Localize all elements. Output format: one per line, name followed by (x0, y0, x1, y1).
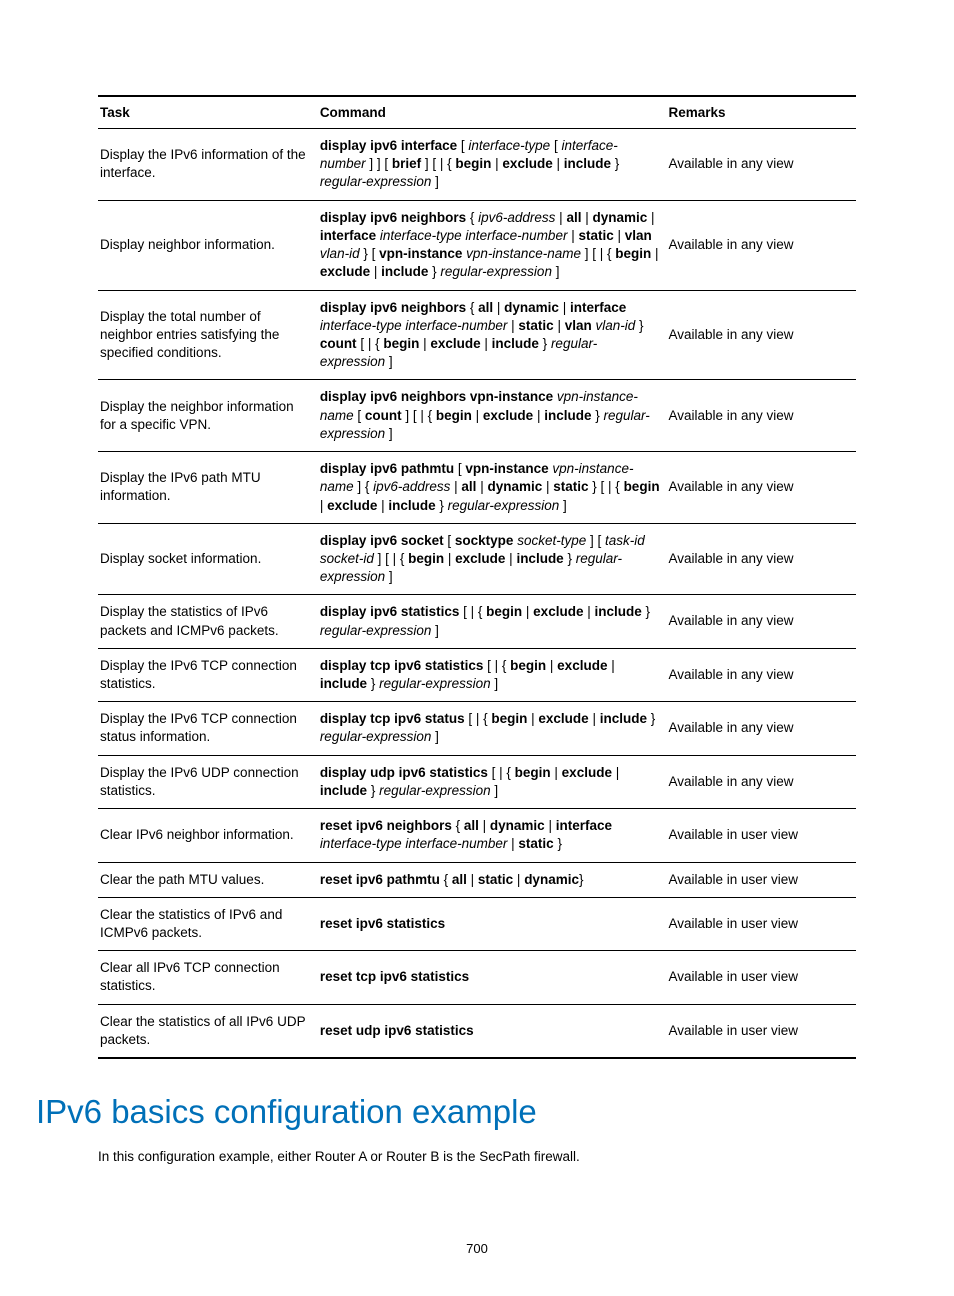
body-paragraph: In this configuration example, either Ro… (98, 1149, 856, 1164)
table-row: Display the neighbor information for a s… (98, 380, 856, 452)
command-table: Task Command Remarks Display the IPv6 in… (98, 95, 856, 1059)
cell-task: Display the statistics of IPv6 packets a… (98, 595, 318, 648)
cell-command: reset ipv6 statistics (318, 897, 667, 950)
cell-remarks: Available in any view (666, 595, 856, 648)
cell-remarks: Available in user view (666, 1004, 856, 1058)
cell-command: reset ipv6 neighbors { all | dynamic | i… (318, 809, 667, 862)
header-command: Command (318, 96, 667, 129)
table-row: Display the IPv6 path MTU information.di… (98, 452, 856, 524)
cell-command: reset tcp ipv6 statistics (318, 951, 667, 1004)
cell-command: display ipv6 pathmtu [ vpn-instance vpn-… (318, 452, 667, 524)
table-row: Display the IPv6 TCP connection statisti… (98, 648, 856, 701)
table-row: Display the IPv6 TCP connection status i… (98, 702, 856, 755)
cell-command: display ipv6 statistics [ | { begin | ex… (318, 595, 667, 648)
cell-command: display tcp ipv6 status [ | { begin | ex… (318, 702, 667, 755)
cell-remarks: Available in any view (666, 452, 856, 524)
cell-remarks: Available in any view (666, 290, 856, 380)
cell-command: display ipv6 neighbors { ipv6-address | … (318, 200, 667, 290)
cell-task: Display neighbor information. (98, 200, 318, 290)
table-row: Clear the statistics of all IPv6 UDP pac… (98, 1004, 856, 1058)
cell-command: display ipv6 neighbors vpn-instance vpn-… (318, 380, 667, 452)
document-page: Task Command Remarks Display the IPv6 in… (0, 0, 954, 1296)
page-number: 700 (0, 1241, 954, 1256)
cell-task: Display the IPv6 UDP connection statisti… (98, 755, 318, 808)
cell-task: Clear IPv6 neighbor information. (98, 809, 318, 862)
cell-task: Display socket information. (98, 523, 318, 595)
cell-remarks: Available in any view (666, 648, 856, 701)
table-row: Clear IPv6 neighbor information.reset ip… (98, 809, 856, 862)
cell-remarks: Available in any view (666, 129, 856, 201)
header-task: Task (98, 96, 318, 129)
cell-command: display ipv6 interface [ interface-type … (318, 129, 667, 201)
table-row: Display the IPv6 information of the inte… (98, 129, 856, 201)
table-header-row: Task Command Remarks (98, 96, 856, 129)
cell-task: Clear all IPv6 TCP connection statistics… (98, 951, 318, 1004)
cell-remarks: Available in any view (666, 523, 856, 595)
cell-task: Display the total number of neighbor ent… (98, 290, 318, 380)
table-row: Clear all IPv6 TCP connection statistics… (98, 951, 856, 1004)
cell-remarks: Available in any view (666, 702, 856, 755)
cell-remarks: Available in user view (666, 809, 856, 862)
cell-command: display udp ipv6 statistics [ | { begin … (318, 755, 667, 808)
cell-task: Display the IPv6 information of the inte… (98, 129, 318, 201)
cell-remarks: Available in any view (666, 200, 856, 290)
cell-task: Display the IPv6 TCP connection statisti… (98, 648, 318, 701)
table-row: Display neighbor information.display ipv… (98, 200, 856, 290)
table-row: Clear the statistics of IPv6 and ICMPv6 … (98, 897, 856, 950)
header-remarks: Remarks (666, 96, 856, 129)
table-row: Display the total number of neighbor ent… (98, 290, 856, 380)
cell-task: Clear the statistics of all IPv6 UDP pac… (98, 1004, 318, 1058)
table-row: Display the statistics of IPv6 packets a… (98, 595, 856, 648)
cell-remarks: Available in any view (666, 380, 856, 452)
cell-task: Display the IPv6 path MTU information. (98, 452, 318, 524)
table-row: Display socket information.display ipv6 … (98, 523, 856, 595)
cell-command: display ipv6 socket [ socktype socket-ty… (318, 523, 667, 595)
cell-command: reset ipv6 pathmtu { all | static | dyna… (318, 862, 667, 897)
cell-task: Clear the statistics of IPv6 and ICMPv6 … (98, 897, 318, 950)
cell-command: display tcp ipv6 statistics [ | { begin … (318, 648, 667, 701)
cell-command: reset udp ipv6 statistics (318, 1004, 667, 1058)
section-heading: IPv6 basics configuration example (36, 1093, 856, 1131)
table-row: Display the IPv6 UDP connection statisti… (98, 755, 856, 808)
cell-remarks: Available in user view (666, 897, 856, 950)
cell-remarks: Available in any view (666, 755, 856, 808)
cell-command: display ipv6 neighbors { all | dynamic |… (318, 290, 667, 380)
cell-remarks: Available in user view (666, 951, 856, 1004)
cell-task: Clear the path MTU values. (98, 862, 318, 897)
cell-task: Display the neighbor information for a s… (98, 380, 318, 452)
cell-remarks: Available in user view (666, 862, 856, 897)
table-row: Clear the path MTU values.reset ipv6 pat… (98, 862, 856, 897)
cell-task: Display the IPv6 TCP connection status i… (98, 702, 318, 755)
